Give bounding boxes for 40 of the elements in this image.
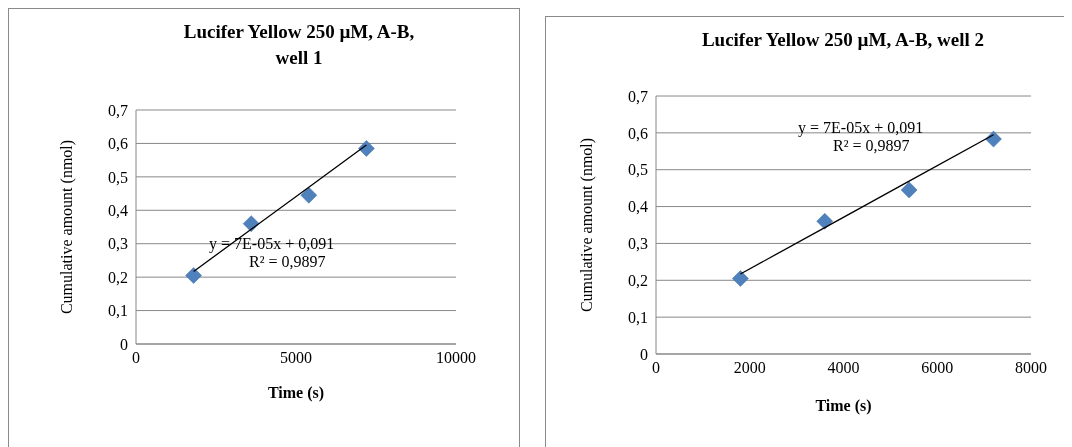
- annotation: y = 7E-05x + 0,091: [798, 119, 924, 137]
- y-tick-label: 0,5: [108, 168, 128, 186]
- x-axis-title: Time (s): [814, 397, 873, 415]
- y-tick-label: 0,6: [108, 135, 128, 153]
- y-tick-label: 0,7: [628, 87, 648, 105]
- annotation: y = 7E-05x + 0,091: [209, 235, 335, 253]
- y-tick-label: 0,1: [108, 302, 128, 320]
- x-tick-label: 10000: [436, 349, 476, 367]
- point: [732, 270, 749, 287]
- y-tick-label: 0,4: [628, 198, 648, 216]
- point: [900, 181, 918, 199]
- y-tick-label: 0,7: [108, 101, 128, 119]
- y-tick-label: 0,3: [108, 235, 128, 253]
- y-tick-label: 0,2: [628, 271, 648, 289]
- x-tick-label: 0: [652, 359, 660, 377]
- x-tick-label: 0: [132, 349, 140, 367]
- x-tick-label: 8000: [1015, 359, 1047, 377]
- point: [185, 267, 202, 284]
- point: [358, 140, 375, 157]
- y-tick-label: 0,4: [108, 201, 128, 219]
- x-axis-title: Time (s): [266, 384, 326, 402]
- chart-title: Lucifer Yellow 250 µM, A-B, well 2: [700, 28, 986, 52]
- annotation: R² = 0,9897: [833, 137, 910, 155]
- y-axis-title: Cumulative amount (nmol): [57, 139, 76, 315]
- point: [300, 186, 318, 204]
- chart-title: Lucifer Yellow 250 µM, A-B, well 1: [182, 20, 416, 70]
- y-tick-label: 0,1: [628, 308, 648, 326]
- y-axis-title: Cumulative amount (nmol): [577, 137, 596, 313]
- x-tick-label: 6000: [921, 359, 954, 377]
- y-tick-label: 0,5: [628, 161, 648, 179]
- annotation: R² = 0,9897: [249, 253, 326, 271]
- point: [985, 130, 1002, 148]
- point: [816, 213, 833, 230]
- x-tick-label: 4000: [827, 359, 860, 377]
- y-tick-label: 0,6: [628, 124, 648, 142]
- y-tick-label: 0,3: [628, 235, 648, 253]
- y-tick-label: 0: [120, 335, 128, 353]
- x-tick-label: 5000: [280, 349, 312, 367]
- y-tick-label: 0,2: [108, 268, 128, 286]
- x-tick-label: 2000: [733, 359, 766, 377]
